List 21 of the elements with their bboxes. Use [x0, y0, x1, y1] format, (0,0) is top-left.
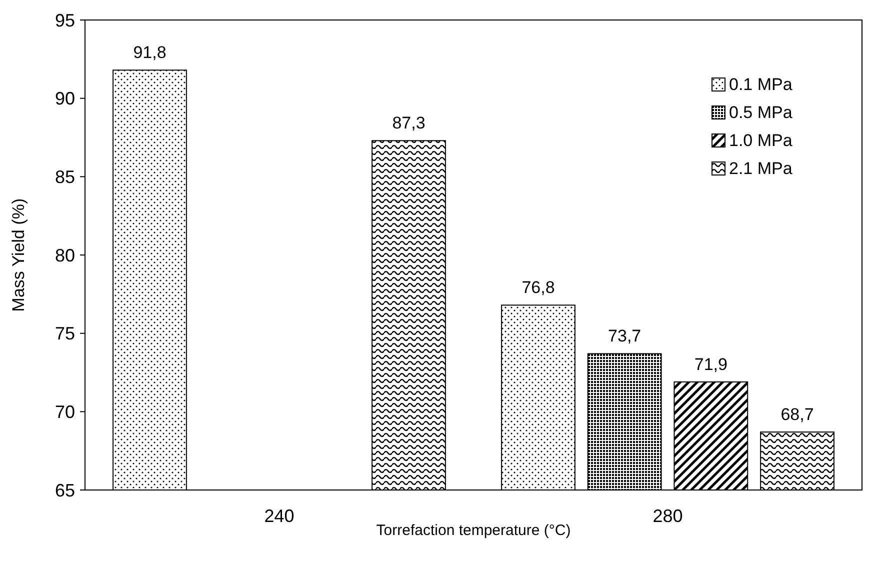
- y-tick-label: 70: [54, 402, 75, 422]
- legend-label: 1.0 MPa: [729, 131, 793, 150]
- y-tick-label: 65: [54, 480, 75, 500]
- y-tick-label: 85: [54, 166, 75, 187]
- data-label: 68,7: [780, 405, 814, 424]
- y-tick-label: 95: [54, 10, 75, 30]
- x-tick-label: 240: [264, 506, 294, 526]
- data-label: 73,7: [608, 326, 642, 346]
- y-axis-title: Mass Yield (%): [9, 198, 28, 312]
- legend-label: 2.1 MPa: [729, 159, 793, 178]
- y-tick-label: 90: [54, 88, 75, 109]
- data-label: 71,9: [694, 354, 728, 374]
- y-tick-label: 80: [54, 245, 75, 266]
- legend-label: 0.1 MPa: [729, 75, 793, 94]
- data-label: 87,3: [392, 114, 426, 133]
- data-label: 91,8: [133, 43, 166, 62]
- x-tick-label: 280: [652, 506, 683, 526]
- x-axis-title: Torrefaction temperature (°C): [376, 522, 571, 539]
- y-tick-label: 75: [54, 324, 75, 344]
- legend-label: 0.5 MPa: [729, 103, 793, 122]
- data-label: 76,8: [522, 278, 555, 298]
